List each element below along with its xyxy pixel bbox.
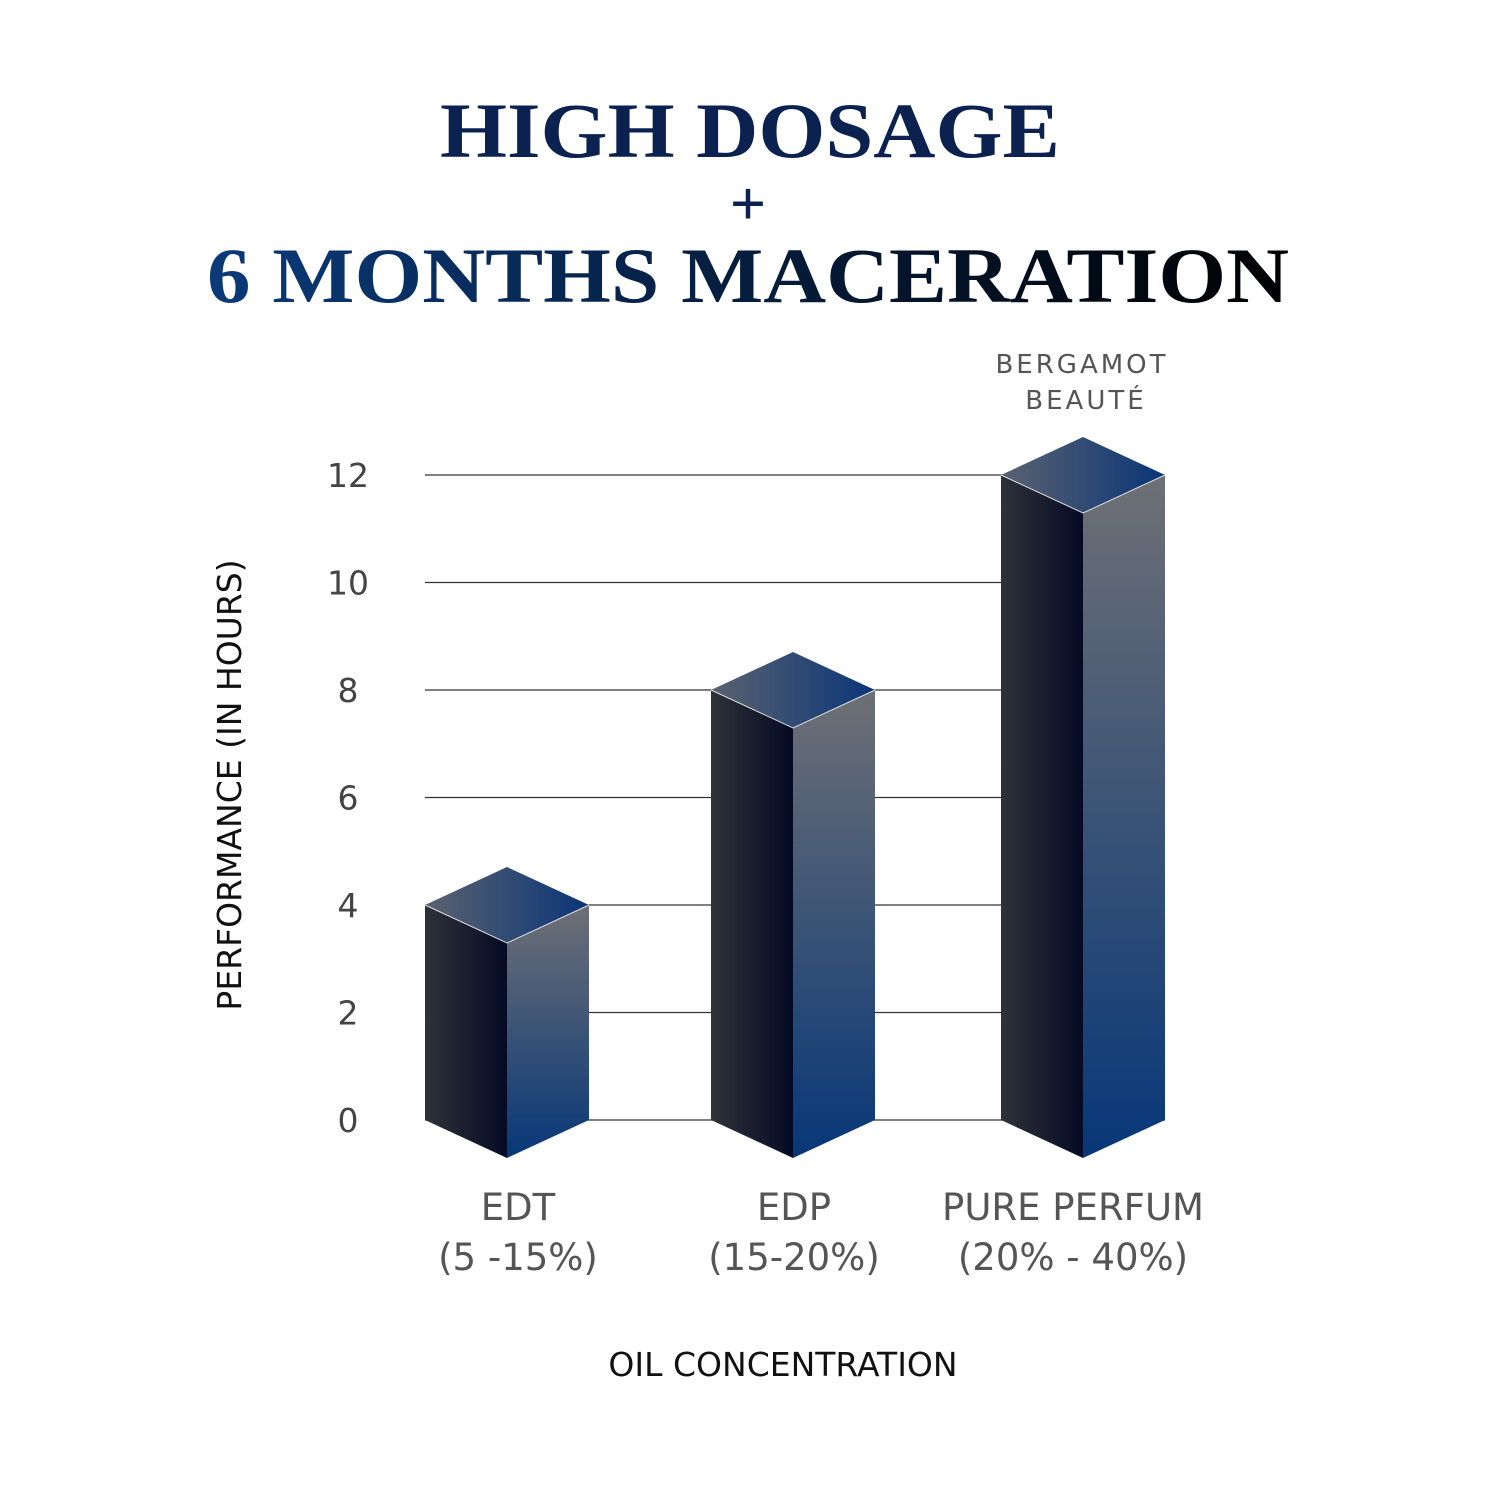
x-category-label: EDT [481, 1186, 556, 1229]
bar-left-face [425, 905, 507, 1158]
chart-title-line1: HIGH DOSAGE [440, 87, 1060, 174]
x-category-label: EDP [757, 1186, 831, 1229]
y-tick-label: 8 [338, 671, 359, 710]
bar [710, 652, 876, 1158]
bar-left-face [1001, 475, 1083, 1158]
y-axis-label: PERFORMANCE (IN HOURS) [210, 559, 249, 1010]
bar-edge [424, 904, 590, 944]
bar-right-face [507, 905, 589, 1158]
y-tick-label: 4 [338, 886, 359, 925]
bar [424, 867, 590, 1158]
y-tick-label: 0 [338, 1101, 359, 1140]
x-axis-label: OIL CONCENTRATION [608, 1345, 957, 1384]
y-tick-label: 6 [338, 779, 359, 818]
bar-edge [710, 689, 876, 729]
y-tick-label: 2 [338, 994, 359, 1033]
bar-right-face [793, 690, 875, 1158]
x-category-label: (20% - 40%) [958, 1236, 1188, 1279]
x-category-label: (5 -15%) [438, 1236, 598, 1279]
y-tick-label: 12 [327, 456, 369, 495]
bar-right-face [1083, 475, 1165, 1158]
x-category-label: (15-20%) [708, 1236, 880, 1279]
annotation-line1: BERGAMOT [995, 350, 1168, 380]
bar-left-face [711, 690, 793, 1158]
bar [1000, 437, 1166, 1158]
annotation-line2: BEAUTÉ [1025, 384, 1146, 416]
chart-title-line3: 6 MONTHS MACERATION [207, 232, 1289, 319]
y-tick-label: 10 [327, 564, 369, 603]
x-category-label: PURE PERFUM [942, 1186, 1204, 1229]
bar-edge [1000, 474, 1166, 514]
chart-title-line2: + [730, 168, 766, 239]
